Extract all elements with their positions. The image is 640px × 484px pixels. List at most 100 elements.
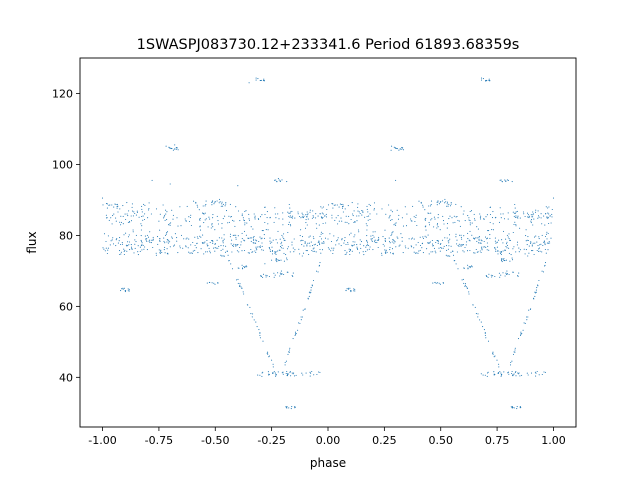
- data-point: [206, 243, 208, 245]
- data-point: [418, 250, 420, 252]
- data-point: [425, 229, 427, 231]
- data-point: [412, 205, 414, 207]
- data-point: [393, 240, 395, 242]
- data-point: [505, 180, 507, 182]
- data-point: [232, 234, 234, 236]
- data-point: [422, 206, 424, 208]
- data-point: [163, 249, 165, 251]
- data-point: [353, 288, 355, 290]
- data-point: [253, 238, 255, 240]
- data-point: [509, 239, 512, 241]
- data-point: [424, 235, 426, 237]
- data-point: [404, 245, 406, 247]
- data-point: [333, 235, 335, 237]
- data-point: [182, 247, 184, 249]
- data-point: [189, 216, 191, 219]
- data-point: [279, 180, 281, 182]
- data-point: [192, 250, 194, 252]
- data-point: [248, 213, 250, 215]
- data-point: [102, 247, 104, 249]
- x-axis: -1.00 -0.75 -0.50 -0.25 0.00 0.25 0.50 0.75 1.00: [88, 427, 566, 447]
- data-point: [277, 213, 279, 215]
- data-point: [429, 242, 431, 244]
- data-point: [219, 201, 221, 203]
- data-point: [212, 226, 214, 228]
- data-point: [546, 231, 548, 233]
- data-point: [308, 236, 310, 238]
- data-point: [335, 217, 337, 219]
- data-point: [313, 374, 315, 376]
- data-point: [220, 205, 222, 207]
- data-point: [164, 214, 166, 216]
- data-point: [485, 246, 487, 248]
- data-point: [388, 217, 390, 219]
- data-point: [366, 208, 368, 210]
- data-point: [514, 216, 516, 218]
- data-point: [261, 214, 263, 216]
- data-point: [173, 244, 176, 246]
- data-point: [146, 240, 148, 242]
- data-point: [359, 239, 361, 241]
- data-point: [522, 329, 524, 331]
- data-point: [424, 218, 426, 220]
- data-point: [389, 252, 392, 254]
- data-point: [231, 268, 234, 270]
- data-point: [472, 304, 474, 306]
- data-point: [501, 239, 503, 241]
- data-point: [269, 240, 271, 242]
- data-point: [394, 147, 396, 149]
- data-point: [442, 215, 444, 217]
- data-point: [546, 242, 548, 244]
- data-point: [322, 216, 324, 218]
- data-point: [369, 213, 371, 215]
- data-point: [391, 219, 393, 221]
- data-point: [548, 222, 550, 225]
- data-point: [385, 250, 387, 252]
- data-point: [169, 224, 171, 226]
- data-point: [134, 212, 136, 215]
- data-point: [526, 239, 528, 241]
- x-axis-label: phase: [310, 456, 346, 470]
- data-point: [487, 245, 489, 247]
- data-point: [438, 282, 440, 284]
- data-point: [140, 239, 142, 241]
- data-point: [257, 374, 259, 376]
- data-point: [200, 236, 202, 238]
- data-point: [247, 237, 249, 239]
- data-point: [237, 235, 239, 237]
- data-point: [539, 250, 541, 252]
- data-point: [289, 212, 291, 214]
- data-point: [173, 245, 175, 247]
- data-point: [291, 241, 293, 243]
- data-point: [525, 249, 527, 251]
- data-point: [481, 240, 483, 242]
- data-point: [533, 218, 535, 220]
- data-point: [262, 340, 264, 342]
- data-point: [508, 238, 510, 240]
- data-point: [360, 241, 363, 243]
- data-point: [469, 240, 471, 242]
- data-point: [345, 243, 347, 246]
- data-point: [159, 252, 161, 255]
- data-point: [213, 203, 215, 205]
- data-point: [209, 281, 211, 283]
- data-point: [399, 244, 401, 246]
- data-point: [235, 234, 237, 236]
- data-point: [291, 244, 293, 246]
- data-point: [428, 253, 430, 255]
- data-point: [261, 242, 263, 244]
- data-point: [361, 210, 363, 212]
- data-point: [275, 374, 277, 376]
- data-point: [547, 216, 549, 218]
- data-point: [199, 226, 201, 228]
- data-point: [366, 239, 368, 241]
- data-point: [475, 313, 477, 315]
- data-point: [285, 360, 287, 362]
- data-point: [513, 373, 515, 375]
- data-point: [515, 375, 517, 377]
- data-point: [480, 239, 482, 241]
- data-point: [499, 252, 502, 255]
- data-point: [144, 204, 146, 206]
- data-point: [473, 238, 476, 240]
- data-point: [112, 243, 115, 245]
